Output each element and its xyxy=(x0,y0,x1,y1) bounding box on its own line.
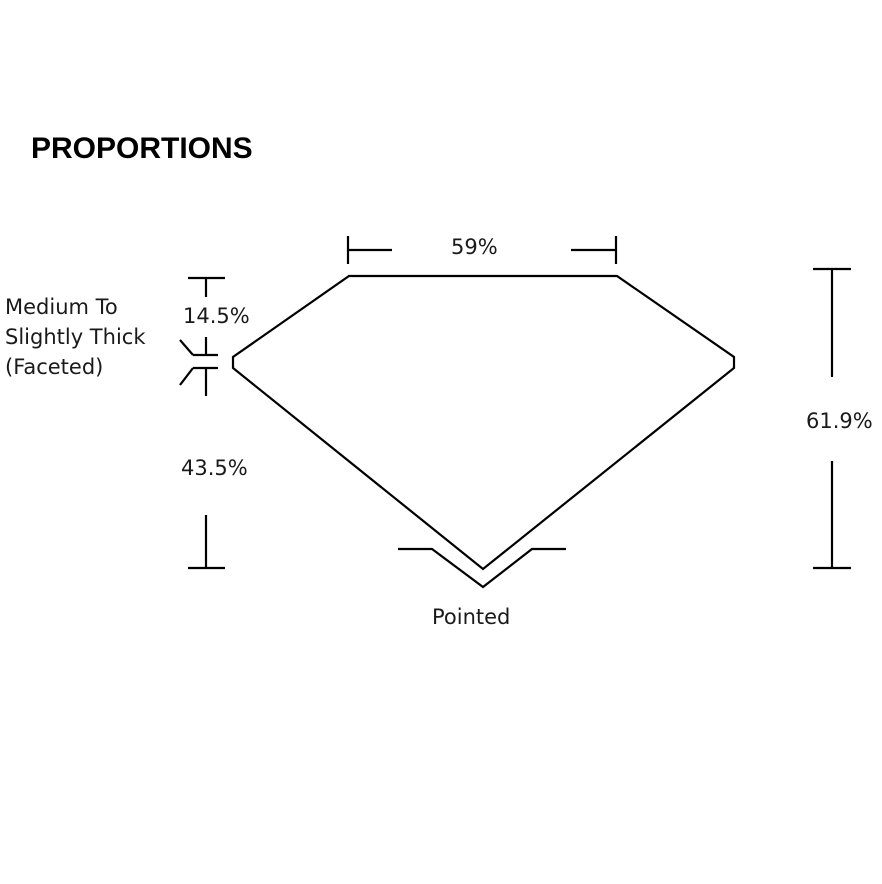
table-dimension-bracket xyxy=(346,236,618,264)
total-depth-bracket xyxy=(813,267,851,570)
total-depth-percentage: 61.9% xyxy=(806,409,873,433)
girdle-label: Medium To Slightly Thick (Faceted) xyxy=(5,292,146,382)
pavilion-depth-percentage: 43.5% xyxy=(181,456,248,480)
culet-indicator xyxy=(398,547,566,589)
culet-label: Pointed xyxy=(432,605,511,629)
pavilion-depth-bracket xyxy=(179,366,225,570)
crown-height-bracket xyxy=(179,276,225,357)
girdle-label-line: (Faceted) xyxy=(5,355,104,379)
girdle-label-line: Slightly Thick xyxy=(5,325,146,349)
girdle-label-line: Medium To xyxy=(5,295,118,319)
page-title: PROPORTIONS xyxy=(31,132,253,165)
diamond-outline xyxy=(231,274,736,571)
crown-height-percentage: 14.5% xyxy=(183,304,250,328)
table-percentage: 59% xyxy=(451,235,498,259)
